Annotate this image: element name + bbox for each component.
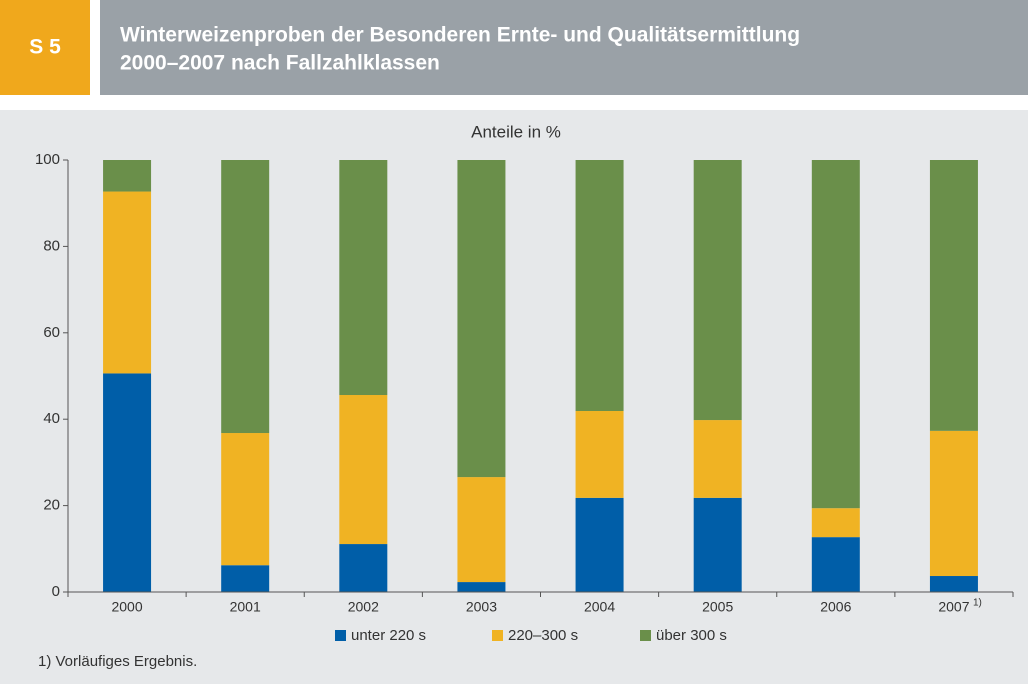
x-tick-label: 2007 <box>938 599 969 615</box>
bar-segment <box>457 160 506 478</box>
bar-segment <box>693 160 742 421</box>
legend-label: über 300 s <box>656 627 727 644</box>
bar-segment <box>339 395 388 545</box>
bar-segment <box>103 191 152 374</box>
badge-box <box>0 0 90 95</box>
bar-segment <box>339 160 388 396</box>
bar-segment <box>457 477 506 583</box>
bar-segment <box>929 430 978 577</box>
chart-panel <box>0 110 1028 684</box>
legend-swatch <box>335 630 346 641</box>
badge: S 5 <box>29 36 61 59</box>
bar-segment <box>457 582 506 592</box>
bar-segment <box>221 433 270 566</box>
x-tick-label: 2005 <box>702 599 733 615</box>
legend-label: 220–300 s <box>508 627 578 644</box>
header-title: Winterweizenproben der Besonderen Ernte-… <box>120 24 800 47</box>
legend-label: unter 220 s <box>351 627 426 644</box>
bar-segment <box>221 565 270 592</box>
y-tick-label: 80 <box>43 237 60 254</box>
footnote: 1) Vorläufiges Ergebnis. <box>38 653 197 670</box>
header-bar <box>100 0 1028 95</box>
y-tick-label: 20 <box>43 497 60 514</box>
y-tick-label: 60 <box>43 324 60 341</box>
bar-segment <box>575 497 624 592</box>
bar-segment <box>103 160 152 192</box>
x-tick-label: 2003 <box>466 599 497 615</box>
bar-segment <box>929 576 978 592</box>
bar-segment <box>693 497 742 592</box>
x-tick-note: 1) <box>973 598 982 609</box>
bar-segment <box>811 508 860 538</box>
bar-segment <box>339 544 388 592</box>
x-tick-label: 2001 <box>230 599 261 615</box>
bar-segment <box>929 160 978 431</box>
x-tick-label: 2002 <box>348 599 379 615</box>
header-title: 2000–2007 nach Fallzahlklassen <box>120 52 440 75</box>
bar-segment <box>221 160 270 434</box>
y-tick-label: 40 <box>43 410 60 427</box>
x-tick-label: 2000 <box>111 599 142 615</box>
bar-segment <box>811 537 860 592</box>
chart-title: Anteile in % <box>471 122 561 141</box>
bar-segment <box>693 420 742 498</box>
y-tick-label: 0 <box>52 583 60 600</box>
x-tick-label: 2004 <box>584 599 615 615</box>
bar-segment <box>575 160 624 411</box>
bar-segment <box>811 160 860 509</box>
bar-segment <box>575 410 624 498</box>
y-tick-label: 100 <box>35 151 60 168</box>
legend-swatch <box>640 630 651 641</box>
x-tick-label: 2006 <box>820 599 851 615</box>
bar-segment <box>103 373 152 592</box>
legend-swatch <box>492 630 503 641</box>
